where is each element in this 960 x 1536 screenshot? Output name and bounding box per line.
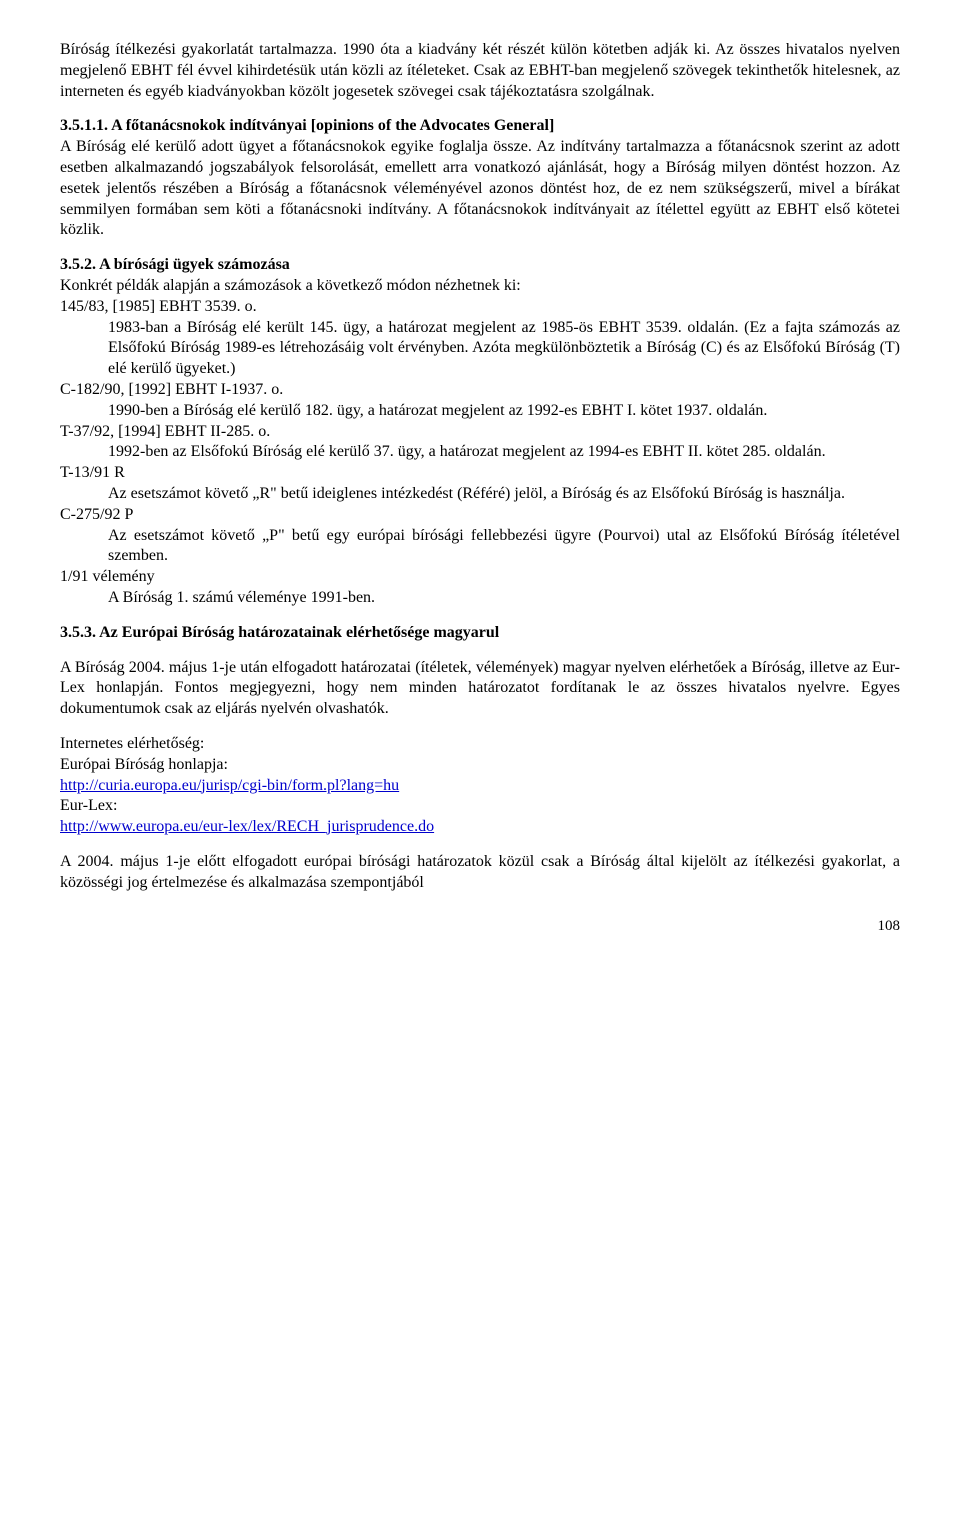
section-body-3511: A Bíróság elé kerülő adott ügyet a főtan… bbox=[60, 138, 900, 238]
internet-label: Internetes elérhetőség: bbox=[60, 734, 900, 755]
eurlex-link[interactable]: http://www.europa.eu/eur-lex/lex/RECH_ju… bbox=[60, 818, 434, 835]
section-3-5-2: 3.5.2. A bírósági ügyek számozása Konkré… bbox=[60, 255, 900, 609]
section-lead-352: Konkrét példák alapján a számozások a kö… bbox=[60, 276, 900, 297]
case-label: T-37/92, [1994] EBHT II-285. o. bbox=[60, 422, 900, 443]
intro-paragraph: Bíróság ítélkezési gyakorlatát tartalmaz… bbox=[60, 40, 900, 102]
page-number: 108 bbox=[60, 917, 900, 937]
case-desc: Az esetszámot követő „P" betű egy európa… bbox=[60, 526, 900, 568]
case-label: C-182/90, [1992] EBHT I-1937. o. bbox=[60, 380, 900, 401]
eub-link[interactable]: http://curia.europa.eu/jurisp/cgi-bin/fo… bbox=[60, 777, 399, 794]
section-3-5-1-1: 3.5.1.1. A főtanácsnokok indítványai [op… bbox=[60, 116, 900, 241]
case-desc: 1992-ben az Elsőfokú Bíróság elé kerülő … bbox=[60, 442, 900, 463]
section-body-353-p2: A 2004. május 1-je előtt elfogadott euró… bbox=[60, 852, 900, 894]
case-label: 1/91 vélemény bbox=[60, 567, 900, 588]
section-title-353: 3.5.3. Az Európai Bíróság határozatainak… bbox=[60, 623, 900, 644]
section-body-353-p1: A Bíróság 2004. május 1-je után elfogado… bbox=[60, 658, 900, 720]
eurlex-label: Eur-Lex: bbox=[60, 796, 900, 817]
case-label: C-275/92 P bbox=[60, 505, 900, 526]
case-desc: 1990-ben a Bíróság elé kerülő 182. ügy, … bbox=[60, 401, 900, 422]
case-desc: A Bíróság 1. számú véleménye 1991-ben. bbox=[60, 588, 900, 609]
case-label: T-13/91 R bbox=[60, 463, 900, 484]
section-3-5-3: 3.5.3. Az Európai Bíróság határozatainak… bbox=[60, 623, 900, 894]
section-title-352: 3.5.2. A bírósági ügyek számozása bbox=[60, 255, 900, 276]
case-label: 145/83, [1985] EBHT 3539. o. bbox=[60, 297, 900, 318]
case-desc: Az esetszámot követő „R" betű ideiglenes… bbox=[60, 484, 900, 505]
case-desc: 1983-ban a Bíróság elé került 145. ügy, … bbox=[60, 318, 900, 380]
eub-label: Európai Bíróság honlapja: bbox=[60, 755, 900, 776]
section-title-3511: 3.5.1.1. A főtanácsnokok indítványai [op… bbox=[60, 117, 554, 134]
